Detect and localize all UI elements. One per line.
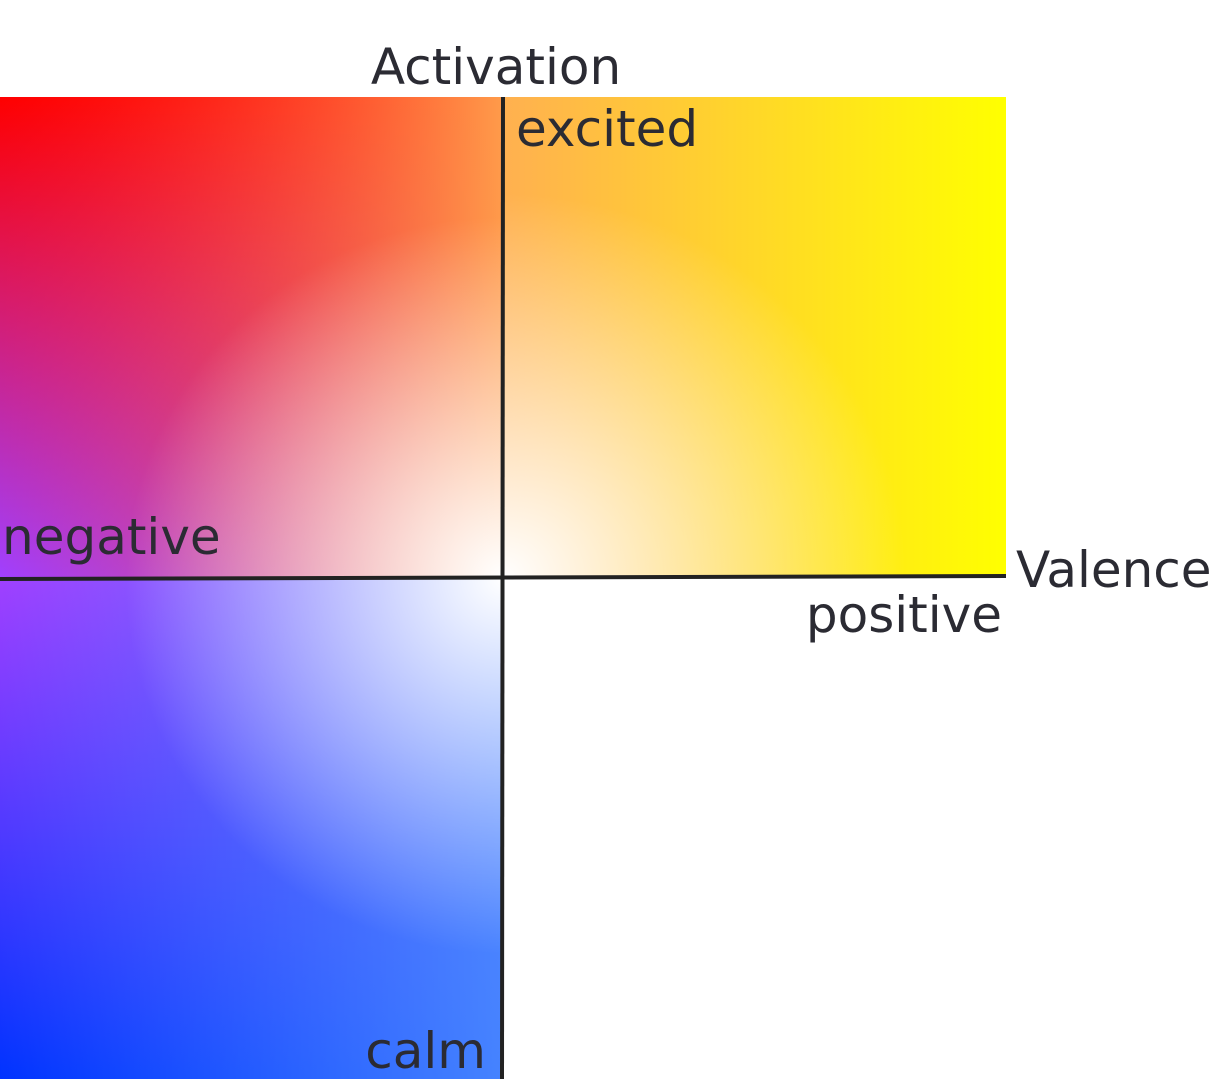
activation-axis-line [500, 96, 505, 1079]
negative-pole-label: negative [2, 508, 221, 566]
excited-pole-label: excited [516, 100, 698, 158]
quadrant-positive-excited [503, 97, 1006, 578]
activation-axis-label: Activation [371, 38, 621, 96]
valence-axis-line [0, 574, 1007, 581]
calm-pole-label: calm [365, 1022, 486, 1079]
quadrant-negative-calm [0, 578, 503, 1079]
positive-pole-label: positive [806, 586, 1002, 644]
valence-axis-label: Valence [1016, 541, 1212, 599]
quadrant-negative-excited [0, 97, 503, 578]
